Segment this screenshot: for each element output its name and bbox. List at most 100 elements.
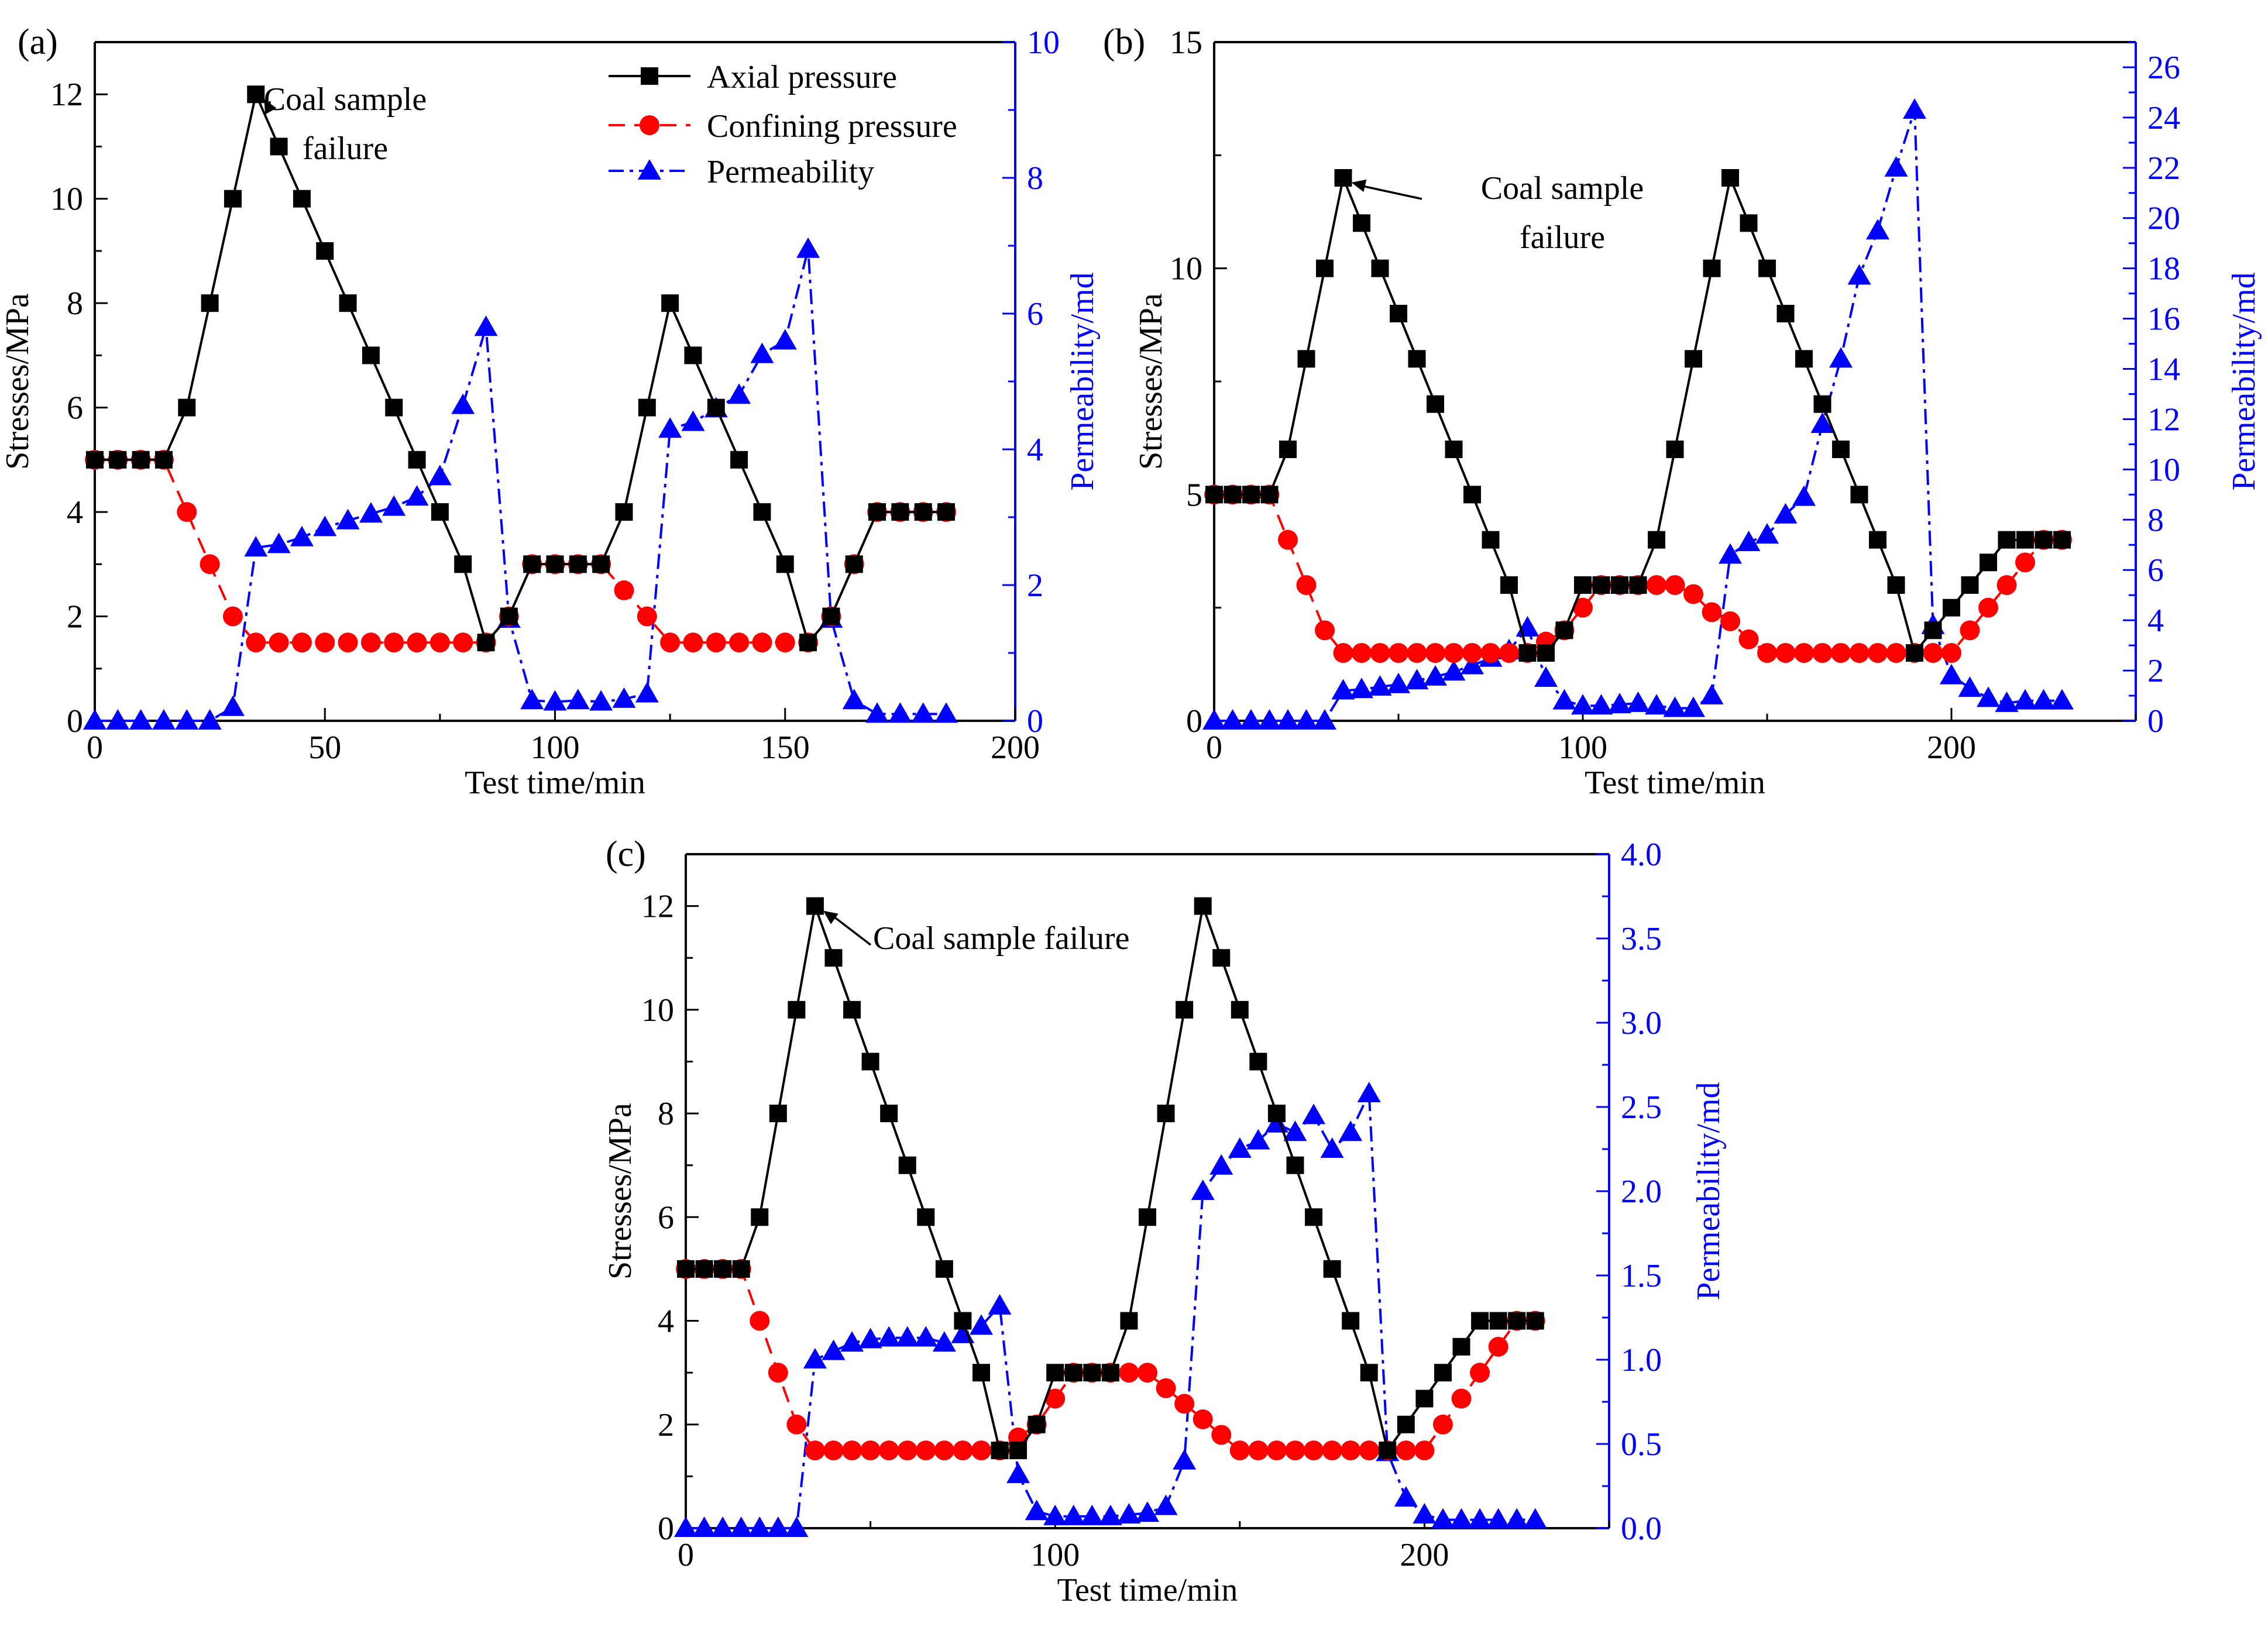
- axial-pressure-point: [201, 294, 219, 312]
- axial-pressure-point: [1500, 576, 1518, 594]
- confining-pressure-point: [1996, 575, 2017, 595]
- axial-pressure-point: [788, 1000, 806, 1019]
- y2-tick-label: 3.5: [1621, 921, 1662, 957]
- confining-pressure-point: [338, 632, 358, 653]
- axial-pressure-point: [1887, 576, 1905, 594]
- confining-pressure-point: [1868, 643, 1888, 663]
- axial-pressure-point: [917, 1208, 935, 1226]
- axial-pressure-point: [1427, 395, 1444, 413]
- confining-pressure-point: [360, 632, 381, 653]
- y2-tick-label: 8: [1027, 160, 1043, 197]
- axial-pressure-point: [1176, 1000, 1194, 1019]
- permeability-point: [1313, 709, 1336, 730]
- permeability-point: [1449, 1508, 1473, 1529]
- axial-pressure-point: [914, 503, 932, 521]
- confining-pressure-point: [1444, 643, 1464, 663]
- y2-tick-label: 4: [1027, 432, 1043, 468]
- axial-pressure-point: [477, 634, 495, 652]
- axial-pressure-point: [753, 503, 771, 521]
- x-tick-label: 200: [1400, 1537, 1449, 1573]
- confining-pressure-point: [729, 632, 750, 653]
- y-axis-title: Stresses/MPa: [0, 293, 36, 470]
- permeability-point: [865, 702, 889, 723]
- permeability-point: [1505, 1508, 1529, 1529]
- permeability-point: [1424, 665, 1447, 686]
- confining-pressure-point: [1174, 1394, 1195, 1414]
- permeability-point: [674, 1516, 697, 1537]
- permeability-point: [796, 237, 820, 258]
- axial-pressure-point: [1452, 1337, 1470, 1356]
- permeability-point: [451, 393, 475, 414]
- confining-pressure-point: [1470, 1363, 1490, 1383]
- confining-pressure-point: [1266, 1440, 1287, 1461]
- x-tick-label: 100: [531, 730, 580, 766]
- permeability-point: [589, 690, 613, 711]
- axial-pressure-point: [732, 1260, 750, 1278]
- x-tick-label: 200: [991, 730, 1040, 766]
- permeability-line: [686, 1093, 1535, 1529]
- axial-pressure-point: [1353, 214, 1370, 232]
- confining-pressure-point: [752, 632, 772, 653]
- axial-pressure-point: [1260, 486, 1279, 504]
- axial-pressure-point: [1305, 1208, 1323, 1226]
- permeability-point: [1283, 1120, 1307, 1141]
- annotation-text: Coal sample failure: [873, 920, 1130, 957]
- axial-pressure-point: [1537, 644, 1555, 662]
- permeability-point: [1331, 679, 1355, 700]
- permeability-point: [267, 532, 291, 553]
- confining-pressure-point: [1304, 1440, 1324, 1461]
- axial-pressure-point: [408, 451, 426, 469]
- axial-pressure-point: [641, 67, 658, 85]
- axial-pressure-point: [1083, 1364, 1101, 1382]
- confining-pressure-point: [407, 632, 427, 653]
- y2-axis-title: Permeability/md: [1690, 1082, 1727, 1300]
- axial-pressure-point: [1482, 531, 1500, 549]
- annotation-text: Coal sample: [264, 81, 427, 118]
- axial-pressure-point: [1471, 1312, 1489, 1330]
- permeability-point: [1737, 530, 1761, 551]
- permeability-point: [877, 1326, 901, 1347]
- permeability-point: [2050, 689, 2074, 710]
- axial-pressure-point: [1508, 1312, 1526, 1330]
- permeability-point: [888, 702, 912, 723]
- confining-pressure-point: [384, 632, 404, 653]
- confining-pressure-point: [786, 1414, 807, 1435]
- permeability-point: [1302, 1103, 1326, 1125]
- legend-label: Permeability: [707, 154, 874, 190]
- confining-pressure-point: [1370, 643, 1390, 663]
- axial-pressure-point: [569, 555, 587, 573]
- permeability-point: [1589, 694, 1613, 715]
- axial-pressure-point: [684, 346, 702, 364]
- permeability-point: [934, 702, 958, 723]
- permeability-point: [969, 1314, 993, 1335]
- panel-label: (c): [606, 834, 646, 874]
- axial-pressure-point: [1648, 531, 1665, 549]
- permeability-point: [692, 1516, 716, 1537]
- y2-tick-label: 24: [2147, 100, 2180, 136]
- confining-pressure-point: [1248, 1440, 1269, 1461]
- axial-pressure-point: [270, 137, 288, 156]
- x-axis-title: Test time/min: [1585, 765, 1765, 801]
- axial-pressure-point: [695, 1260, 713, 1278]
- confining-pressure-point: [1156, 1378, 1176, 1398]
- y2-tick-label: 20: [2147, 201, 2180, 237]
- permeability-point: [1228, 1137, 1252, 1158]
- axial-pressure-point: [1205, 486, 1223, 504]
- permeability-line: [95, 249, 946, 722]
- axial-pressure-point: [2016, 531, 2034, 549]
- y-tick-label: 5: [1186, 477, 1202, 513]
- axial-pressure-point: [661, 294, 679, 312]
- axial-pressure-point: [1009, 1442, 1028, 1460]
- x-tick-label: 50: [308, 730, 341, 766]
- permeability-point: [313, 515, 337, 537]
- axial-pressure-point: [154, 451, 173, 469]
- confining-pressure-point: [1322, 1440, 1342, 1461]
- axial-pressure-point: [1980, 553, 1997, 572]
- permeability-point: [727, 383, 751, 404]
- confining-pressure-point: [1886, 643, 1906, 663]
- axial-pressure-point: [1943, 599, 1960, 617]
- axial-pressure-point: [1316, 259, 1334, 277]
- permeability-point: [1792, 485, 1816, 506]
- confining-pressure-point: [706, 632, 726, 653]
- x-tick-label: 100: [1558, 730, 1607, 766]
